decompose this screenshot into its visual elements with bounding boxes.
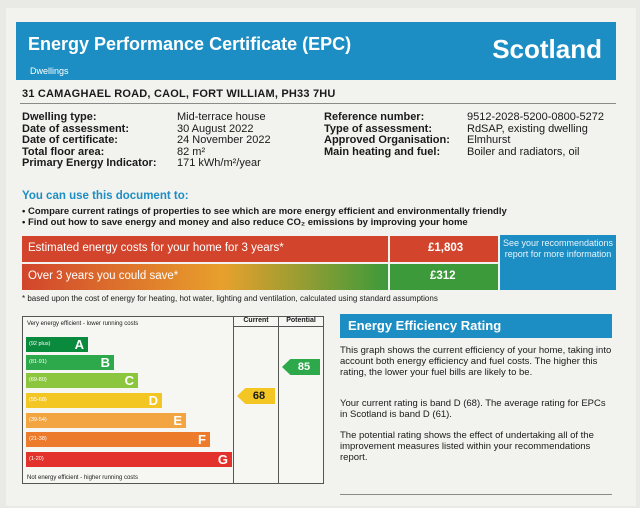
band-letter: E <box>173 413 182 428</box>
detail-value: 24 November 2022 <box>177 134 271 146</box>
detail-value: Elmhurst <box>467 134 511 146</box>
detail-value: 82 m² <box>177 145 206 158</box>
see-recommendations-box: See your recommendations report for more… <box>500 235 616 290</box>
saving-value-bar: £312 <box>390 264 498 290</box>
detail-label: Approved Organisation: <box>324 134 450 146</box>
current-column-header: Current <box>243 317 269 324</box>
epc-header: Energy Performance Certificate (EPC) Dwe… <box>16 22 616 80</box>
usage-bullet: Compare current ratings of properties to… <box>22 206 507 217</box>
detail-value: 30 August 2022 <box>177 122 254 135</box>
divider <box>20 103 616 104</box>
certificate-title: Energy Performance Certificate (EPC) <box>28 34 352 54</box>
band-f: (21-38) F <box>26 432 210 447</box>
band-range: (55-68) <box>29 397 47 403</box>
details-left-values: Mid-terrace house 30 August 2022 24 Nove… <box>177 111 271 170</box>
detail-label: Reference number: <box>324 111 425 123</box>
current-rating-value: 68 <box>252 390 266 402</box>
band-letter: F <box>198 432 206 447</box>
band-g: (1-20) G <box>26 452 232 467</box>
band-range: (1-20) <box>29 456 44 462</box>
band-letter: C <box>124 373 134 388</box>
detail-value: 171 kWh/m²/year <box>177 157 261 169</box>
energy-rating-chart: Very energy efficient - lower running co… <box>22 316 324 484</box>
band-a: (92 plus) A <box>26 337 88 352</box>
certificate-subtitle: Dwellings <box>30 66 69 76</box>
detail-label: Total floor area: <box>22 145 105 158</box>
details-right-values: 9512-2028-5200-0800-5272 RdSAP, existing… <box>467 111 605 158</box>
detail-value: Boiler and radiators, oil <box>467 145 580 158</box>
usage-bullets: Compare current ratings of properties to… <box>22 206 507 228</box>
chart-top-label: Very energy efficient - lower running co… <box>27 321 139 327</box>
band-range: (21-38) <box>29 436 47 442</box>
estimated-cost-value: £1,803 <box>428 242 464 254</box>
eer-paragraph: This graph shows the current efficiency … <box>340 345 612 378</box>
detail-label: Dwelling type: <box>22 111 97 123</box>
eer-paragraph: Your current rating is band D (68). The … <box>340 398 606 420</box>
detail-value: 9512-2028-5200-0800-5272 <box>467 111 605 123</box>
estimated-cost-value-bar: £1,803 <box>390 236 498 262</box>
detail-label: Type of assessment: <box>324 122 433 135</box>
chart-bottom-label: Not energy efficient - higher running co… <box>27 475 138 481</box>
detail-value: RdSAP, existing dwelling <box>467 122 588 135</box>
country-label: Scotland <box>492 34 602 64</box>
divider <box>340 494 612 495</box>
band-d: (55-68) D <box>26 393 162 408</box>
eer-paragraph: The potential rating shows the effect of… <box>340 430 594 463</box>
potential-rating-arrow: 85 <box>282 359 320 375</box>
property-address: 31 CAMAGHAEL ROAD, CAOL, FORT WILLIAM, P… <box>22 88 336 100</box>
usage-bullet: Find out how to save energy and money an… <box>22 217 507 228</box>
band-range: (39-54) <box>29 417 47 423</box>
band-letter: B <box>100 355 110 370</box>
detail-label: Date of certificate: <box>22 134 118 146</box>
usage-title: You can use this document to: <box>22 190 189 202</box>
detail-label: Primary Energy Indicator: <box>22 157 157 169</box>
detail-value: Mid-terrace house <box>177 111 266 123</box>
band-range: (69-80) <box>29 377 47 383</box>
band-range: (92 plus) <box>29 341 51 347</box>
detail-label: Main heating and fuel: <box>324 145 441 158</box>
saving-label: Over 3 years you could save* <box>28 270 179 282</box>
band-letter: G <box>217 452 228 467</box>
potential-column-header: Potential <box>286 317 316 324</box>
band-letter: D <box>148 393 158 408</box>
estimated-cost-label: Estimated energy costs for your home for… <box>28 242 284 254</box>
band-letter: A <box>74 337 84 352</box>
estimated-cost-label-bar: Estimated energy costs for your home for… <box>22 236 388 262</box>
band-c: (69-80) C <box>26 373 138 388</box>
eer-title: Energy Efficiency Rating <box>340 314 612 338</box>
current-rating-arrow: 68 <box>237 388 275 404</box>
details-right-labels: Reference number: Type of assessment: Ap… <box>324 111 450 158</box>
header-rule <box>233 326 323 327</box>
band-e: (39-54) E <box>26 413 186 428</box>
potential-rating-value: 85 <box>297 361 311 373</box>
details-left-labels: Dwelling type: Date of assessment: Date … <box>22 111 157 170</box>
column-divider <box>278 317 279 483</box>
band-range: (81-91) <box>29 359 47 365</box>
detail-label: Date of assessment: <box>22 122 129 135</box>
column-divider <box>233 317 234 483</box>
saving-label-bar: Over 3 years you could save* <box>22 264 388 290</box>
band-b: (81-91) B <box>26 355 114 370</box>
saving-value: £312 <box>430 270 456 282</box>
cost-footnote: * based upon the cost of energy for heat… <box>22 294 438 303</box>
